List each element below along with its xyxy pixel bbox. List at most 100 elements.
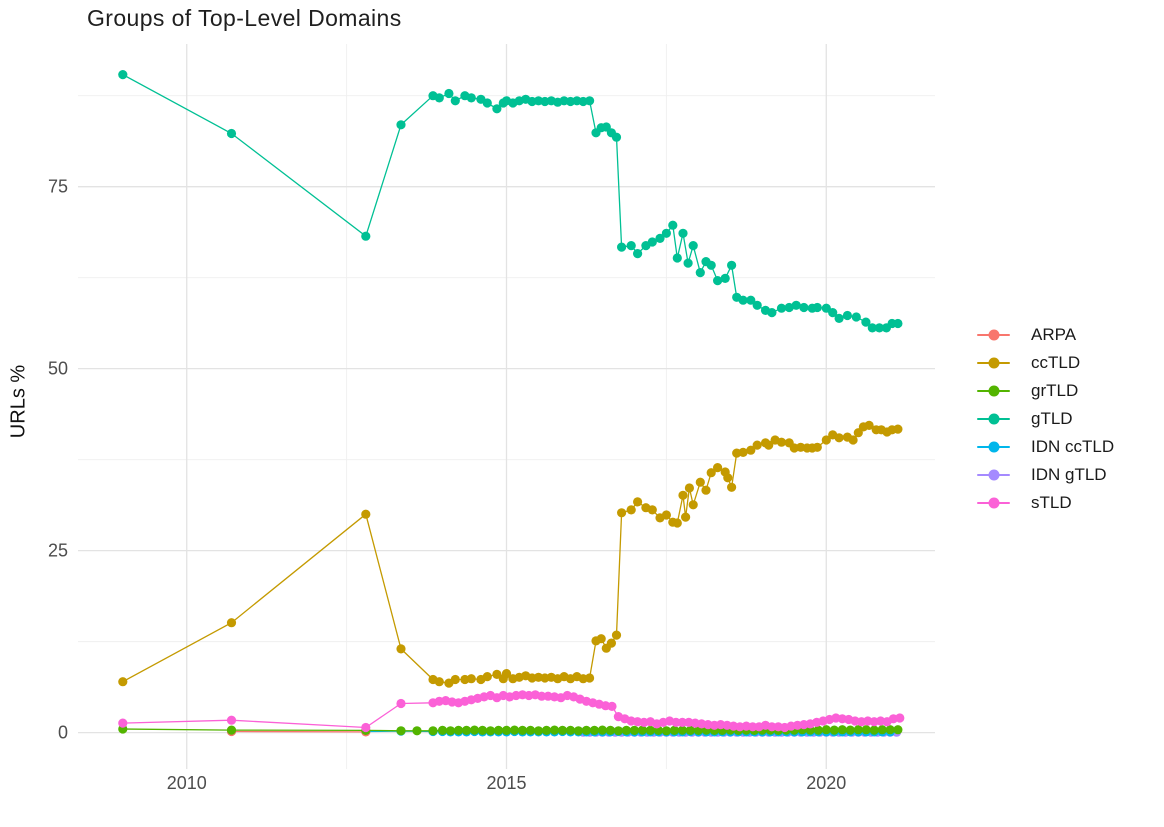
data-point [434, 677, 444, 687]
legend-item-label: ARPA [1031, 325, 1077, 344]
data-point [613, 726, 624, 736]
data-point [444, 88, 454, 99]
data-point [828, 308, 838, 318]
data-point [493, 725, 504, 736]
data-point [681, 512, 691, 522]
data-point [226, 128, 237, 139]
data-point [727, 260, 737, 270]
data-point [412, 726, 422, 736]
data-point [845, 725, 855, 735]
data-point [767, 308, 777, 318]
data-point [893, 725, 903, 735]
data-point [585, 96, 595, 106]
data-point [428, 726, 438, 736]
data-point [605, 725, 616, 736]
data-point [821, 435, 831, 445]
data-point [706, 260, 716, 270]
data-point [685, 725, 696, 736]
data-point [748, 722, 758, 732]
data-point [501, 669, 512, 679]
legend-key-icon [977, 329, 1010, 341]
legend-item-label: gTLD [1031, 409, 1073, 428]
data-point [589, 725, 600, 736]
x-tick-label: 2020 [806, 773, 846, 793]
data-point [829, 725, 839, 735]
data-point [837, 725, 847, 735]
series-points-gTLD [118, 70, 903, 333]
data-point [585, 673, 595, 683]
data-point [450, 674, 460, 685]
data-point [361, 231, 371, 241]
data-point [453, 725, 464, 736]
data-point [672, 253, 682, 263]
data-point [812, 302, 822, 313]
data-point [677, 717, 688, 728]
data-point [557, 725, 568, 736]
series-points-ccTLD [118, 420, 903, 688]
data-point [678, 490, 688, 500]
x-tick-label: 2010 [167, 773, 207, 793]
data-point [597, 725, 608, 735]
data-point [461, 725, 472, 736]
data-point [869, 725, 879, 735]
data-point [645, 725, 656, 736]
data-point [861, 317, 871, 327]
data-point [671, 717, 681, 728]
data-point [606, 638, 617, 648]
data-point [688, 500, 698, 510]
data-point [776, 303, 787, 313]
data-point [450, 96, 460, 106]
data-point [723, 473, 733, 483]
data-point [746, 295, 756, 305]
data-point [812, 442, 822, 452]
data-point [821, 725, 831, 735]
data-point [853, 725, 863, 735]
data-point [573, 726, 584, 736]
legend-dot-icon [988, 385, 999, 397]
data-point [611, 132, 622, 142]
data-point [895, 713, 905, 723]
data-point [701, 485, 711, 495]
chart-title: Groups of Top-Level Domains [87, 5, 402, 31]
legend-item-label: grTLD [1031, 381, 1079, 400]
legend-item-label: IDN gTLD [1031, 465, 1107, 484]
data-point [509, 725, 520, 735]
data-point [492, 104, 502, 114]
data-point [813, 725, 823, 735]
data-point [617, 242, 627, 252]
data-point [361, 509, 371, 519]
data-point [525, 725, 536, 736]
data-point [226, 618, 237, 628]
series-line-ccTLD [122, 424, 898, 684]
data-point [678, 228, 688, 238]
data-point [713, 463, 723, 473]
data-point [434, 93, 444, 103]
data-point [607, 701, 617, 712]
y-tick-label: 25 [48, 541, 68, 561]
legend-dot-icon [988, 497, 999, 509]
legend-dot-icon [988, 413, 999, 425]
data-point [661, 228, 672, 238]
data-point [396, 726, 406, 736]
data-point [677, 725, 688, 735]
data-point [437, 725, 448, 736]
legend-key-icon [977, 413, 1010, 425]
data-point [861, 725, 871, 735]
data-point [629, 725, 640, 736]
data-point [611, 630, 622, 640]
data-point [738, 447, 748, 457]
data-point [738, 295, 748, 305]
data-point [695, 268, 705, 278]
data-point [549, 725, 560, 735]
legend-item-sTLD: sTLD [977, 489, 1114, 517]
data-point [848, 435, 858, 445]
data-point [621, 725, 632, 736]
y-tick-label: 75 [48, 177, 68, 197]
data-point [647, 237, 657, 247]
data-point [517, 725, 528, 736]
data-point [361, 722, 371, 733]
data-point [226, 725, 237, 735]
data-point [501, 725, 512, 736]
data-point [617, 508, 627, 518]
